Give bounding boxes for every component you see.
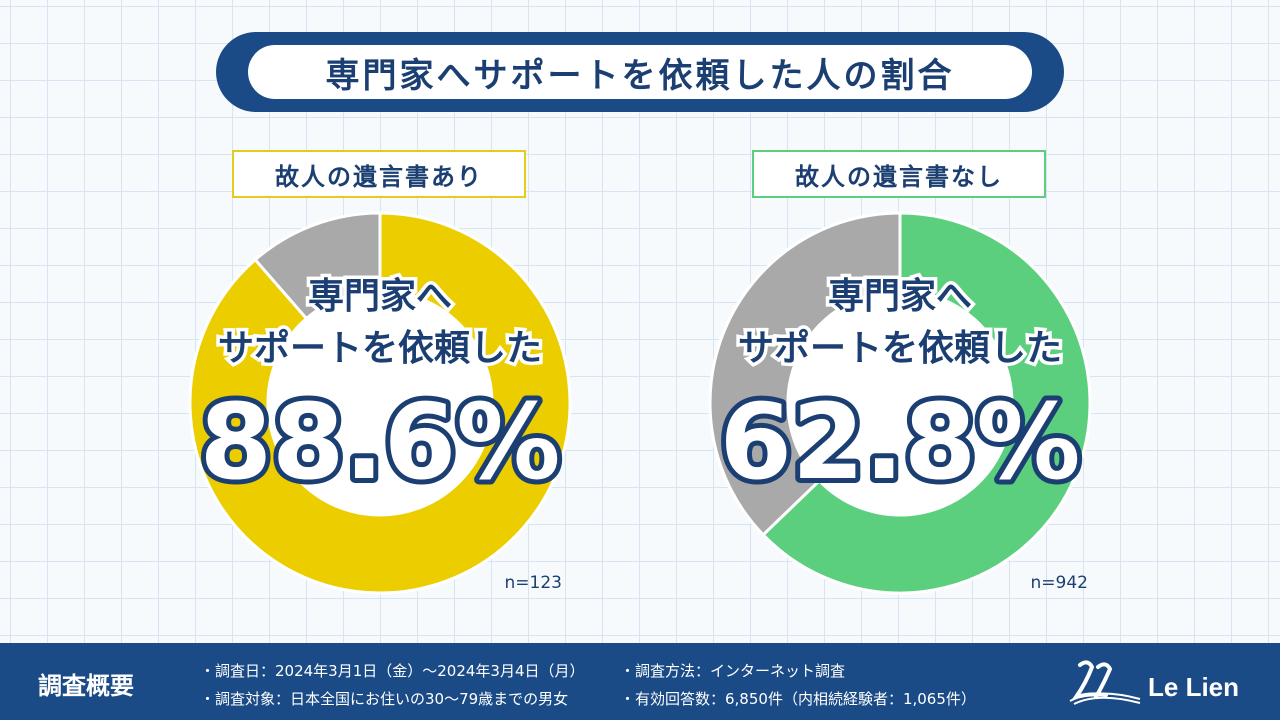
center-text-line2-left: サポートを依頼した <box>218 327 542 369</box>
center-text-line1-right: 専門家へ <box>828 276 972 317</box>
chart-label-without-will: 故人の遺言書なし <box>752 150 1046 198</box>
chart-label-with-will: 故人の遺言書あり <box>232 150 526 198</box>
footer-responses: ・有効回答数：6,850件（内相続経験者：1,065件） <box>620 690 976 708</box>
donut-slice-1-1 <box>708 211 902 537</box>
donut-slice-0-0 <box>188 211 572 595</box>
footer-survey-date: ・調査日：2024年3月1日（金）～2024年3月4日（月） <box>200 662 585 680</box>
footer-survey-method: ・調査方法：インターネット調査 <box>620 662 846 680</box>
n-label-left: n=123 <box>505 573 562 593</box>
value-label-right: 62.8% <box>720 381 1081 503</box>
page-title: 専門家へサポートを依頼した人の割合 <box>248 45 1032 99</box>
le-lien-logo-text: Le Lien <box>1148 672 1240 702</box>
le-lien-logo-icon <box>1069 660 1141 705</box>
donut-hole-0 <box>269 292 491 514</box>
donut-chart-without-will <box>708 211 1092 595</box>
footer-title: 調査概要 <box>38 672 134 700</box>
footer-survey-target: ・調査対象：日本全国にお住いの30～79歳までの男女 <box>200 690 569 708</box>
center-text-line2-right: サポートを依頼した <box>738 327 1062 369</box>
donut-charts: 専門家へ サポートを依頼した 88.6% n=123 専門家へ サポートを依頼し… <box>188 211 1092 595</box>
donut-chart-with-will <box>188 211 572 595</box>
footer-bar <box>0 643 1280 720</box>
donut-hole-1 <box>789 292 1011 514</box>
center-text-line1-left: 専門家へ <box>308 276 452 317</box>
donut-slice-0-1 <box>253 211 382 321</box>
value-label-left: 88.6% <box>200 381 561 503</box>
n-label-right: n=942 <box>1031 573 1088 593</box>
donut-slice-1-0 <box>761 211 1092 595</box>
